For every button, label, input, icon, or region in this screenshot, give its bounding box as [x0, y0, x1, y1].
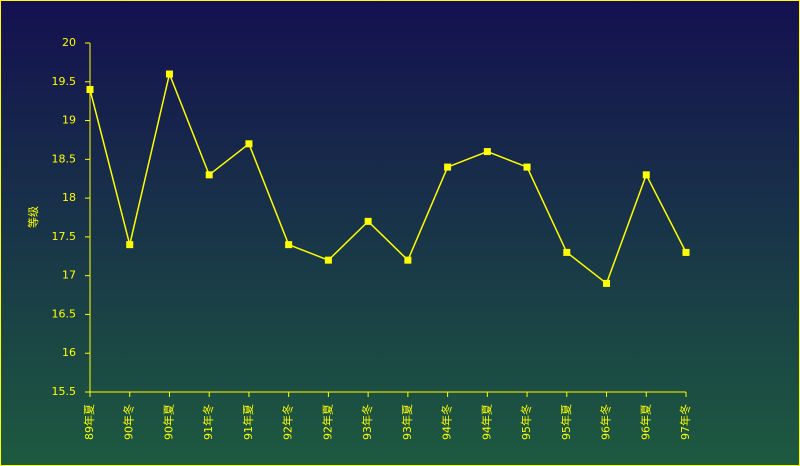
x-tick-label: 93年冬 — [360, 404, 374, 440]
y-axis-label: 等级 — [26, 206, 40, 228]
point — [682, 248, 690, 256]
y-tick-label: 18.5 — [52, 152, 77, 165]
point — [126, 241, 134, 249]
point — [444, 163, 452, 171]
x-tick-label: 92年冬 — [281, 404, 295, 440]
point — [404, 256, 412, 264]
point — [642, 171, 650, 179]
x-tick-label: 95年夏 — [559, 404, 573, 440]
x-tick-label: 90年夏 — [161, 404, 175, 440]
point — [324, 256, 332, 264]
x-tick-label: 96年冬 — [599, 404, 613, 440]
y-tick-label: 16.5 — [52, 307, 77, 320]
point — [245, 140, 253, 148]
point — [483, 148, 491, 156]
x-tick-label: 91年冬 — [201, 404, 215, 440]
point — [563, 248, 571, 256]
x-tick-label: 92年夏 — [320, 404, 334, 440]
y-tick-label: 19 — [62, 114, 76, 127]
series-line — [89, 71, 687, 285]
x-tick-label: 91年夏 — [241, 404, 255, 440]
x-tick-label: 90年冬 — [122, 404, 136, 440]
point — [523, 163, 531, 171]
x-tick-label: 97年冬 — [678, 404, 692, 440]
x-tick-label: 95年冬 — [519, 404, 533, 440]
point — [285, 241, 293, 249]
y-tick-label: 20 — [62, 36, 76, 49]
x-tick-label: 94年冬 — [440, 404, 454, 440]
x-tick-label: 93年夏 — [400, 404, 414, 440]
y-tick-label: 15.5 — [52, 385, 77, 398]
x-tick-label: 96年夏 — [638, 404, 652, 440]
point — [86, 86, 94, 94]
point — [165, 70, 173, 78]
y-tick-label: 19.5 — [52, 75, 77, 88]
y-tick-label: 17 — [62, 269, 76, 282]
y-tick-label: 18 — [62, 191, 76, 204]
point — [364, 217, 372, 225]
x-tick-label: 94年夏 — [479, 404, 493, 440]
point — [205, 171, 213, 179]
point — [603, 279, 611, 287]
y-tick-label: 17.5 — [52, 230, 77, 243]
x-tick-label: 89年夏 — [82, 404, 96, 440]
y-tick-label: 16 — [62, 346, 76, 359]
